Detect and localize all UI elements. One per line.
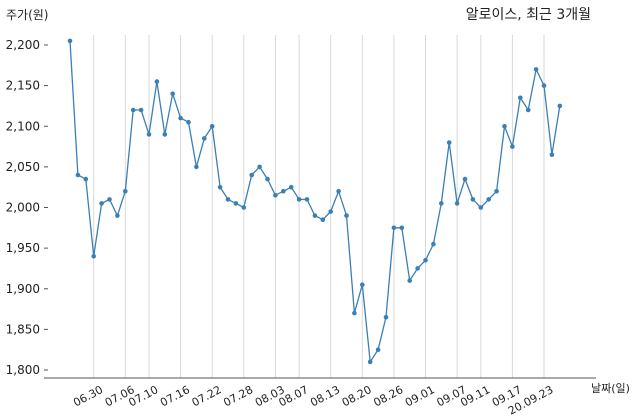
- data-point: [75, 172, 81, 178]
- data-point: [273, 193, 278, 198]
- data-point: [549, 152, 555, 157]
- data-point: [423, 258, 428, 263]
- y-axis-ticks: 1,800 1,850 1,900 1,950 2,000 2,050 2,100 2,150…: [6, 38, 48, 377]
- y-tick-label: 1,900: [6, 282, 40, 296]
- data-point: [375, 347, 381, 353]
- data-point: [202, 136, 207, 141]
- x-tick-label: 07.28: [221, 383, 255, 409]
- data-point: [446, 140, 452, 145]
- data-point: [407, 278, 413, 283]
- data-point: [462, 176, 468, 182]
- data-point: [399, 225, 405, 231]
- data-point: [431, 241, 436, 247]
- data-point: [557, 103, 563, 109]
- data-point: [518, 95, 523, 101]
- y-tick-label: 1,800: [6, 363, 40, 377]
- data-point: [383, 314, 389, 320]
- data-point: [281, 188, 286, 194]
- data-point: [123, 188, 128, 194]
- x-axis-ticks: 06.3007.0607.1007.1607.2207.2808.0308.07…: [71, 383, 555, 417]
- data-point: [525, 107, 531, 113]
- data-point: [486, 197, 492, 202]
- y-tick-label: 2,100: [6, 119, 40, 133]
- chart-title: 알로이스, 최근 3개월: [466, 7, 591, 23]
- x-tick-label: 08.26: [371, 383, 405, 409]
- data-point: [115, 213, 120, 218]
- data-point: [83, 176, 89, 182]
- y-tick-label: 2,000: [6, 201, 40, 215]
- x-axis-label: 날짜(일): [591, 381, 630, 395]
- data-point: [209, 124, 215, 129]
- data-point: [67, 38, 73, 44]
- data-point: [138, 107, 144, 113]
- x-tick-label: 06.30: [71, 383, 105, 409]
- data-point: [194, 164, 199, 170]
- data-point: [265, 176, 270, 182]
- data-point: [344, 213, 349, 218]
- price-points: [67, 38, 563, 365]
- data-point: [502, 124, 507, 129]
- data-point: [360, 282, 365, 288]
- data-point: [470, 197, 476, 202]
- data-point: [130, 107, 136, 113]
- data-point: [415, 266, 420, 271]
- data-point: [439, 201, 444, 206]
- x-tick-label: 08.13: [308, 383, 342, 409]
- data-point: [217, 184, 223, 190]
- x-gridlines: [93, 35, 545, 378]
- data-point: [328, 209, 334, 214]
- data-point: [296, 197, 302, 202]
- data-point: [494, 188, 499, 194]
- data-point: [304, 197, 310, 202]
- data-point: [225, 197, 231, 202]
- data-point: [336, 188, 341, 194]
- data-point: [99, 201, 104, 206]
- data-point: [154, 79, 160, 84]
- y-tick-label: 1,850: [6, 322, 40, 336]
- data-point: [257, 164, 262, 170]
- y-tick-label: 2,200: [6, 38, 40, 52]
- data-point: [288, 184, 294, 190]
- data-point: [249, 172, 254, 178]
- data-point: [146, 132, 152, 137]
- x-tick-label: 07.22: [190, 383, 224, 409]
- x-tick-label: 07.16: [158, 383, 192, 409]
- data-point: [478, 205, 484, 210]
- data-point: [367, 359, 373, 365]
- y-axis-label: 주가(원): [6, 8, 48, 22]
- data-point: [454, 201, 460, 206]
- data-point: [186, 119, 191, 125]
- data-point: [352, 310, 357, 316]
- data-point: [241, 205, 247, 210]
- data-point: [533, 67, 539, 72]
- data-point: [91, 253, 96, 259]
- price-line: [69, 40, 561, 364]
- data-point: [107, 197, 112, 202]
- x-tick-label: 08.20: [340, 383, 374, 409]
- data-point: [233, 201, 239, 206]
- y-tick-label: 2,050: [6, 160, 40, 174]
- x-tick-label: 09.01: [403, 383, 437, 409]
- data-point: [170, 91, 175, 97]
- data-point: [320, 217, 326, 222]
- data-point: [162, 132, 168, 137]
- data-point: [510, 144, 515, 149]
- data-point: [178, 115, 183, 121]
- y-tick-label: 2,150: [6, 79, 40, 93]
- y-tick-label: 1,950: [6, 241, 40, 255]
- data-point: [541, 83, 547, 88]
- data-point: [312, 213, 318, 218]
- data-point: [391, 225, 397, 231]
